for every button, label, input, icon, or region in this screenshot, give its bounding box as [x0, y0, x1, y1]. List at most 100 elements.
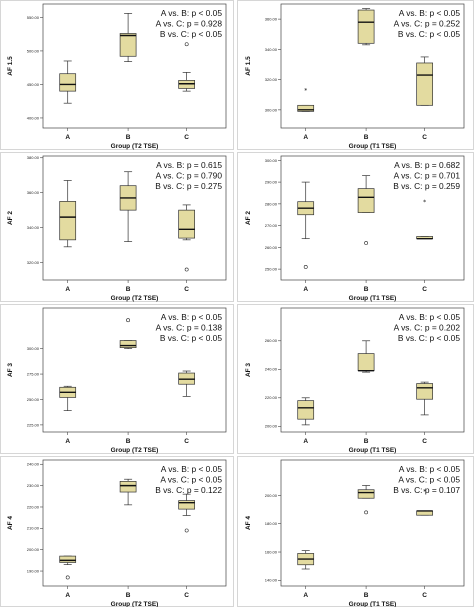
category-label-A: A: [303, 438, 308, 445]
category-label-C: C: [422, 134, 427, 141]
y-tick-label: 360.00: [265, 17, 278, 22]
category-label-B: B: [364, 286, 369, 293]
plot-area: [42, 459, 227, 587]
chart-panel-2: 300.00 320.00 340.00 360.00 AF 1.5 A B C Group (…: [237, 0, 474, 150]
box-A: [59, 60, 77, 104]
y-tick-label: 250.00: [27, 397, 40, 402]
p-value-annotation: B vs. C: p < 0.05: [398, 29, 460, 39]
box-iqr: [59, 555, 77, 563]
y-tick-label: 270.00: [265, 223, 278, 228]
box-B: [357, 8, 375, 46]
category-label-C: C: [184, 438, 189, 445]
y-tick-label: 220.00: [265, 395, 278, 400]
y-tick-label: 230.00: [27, 483, 40, 488]
y-tick-label: 225.00: [27, 422, 40, 427]
box-C: [416, 510, 434, 516]
plot-area: [280, 155, 465, 281]
y-tick-label: 275.00: [27, 371, 40, 376]
box-iqr: [59, 201, 77, 241]
p-value-annotation: B vs. C: p < 0.05: [160, 333, 222, 343]
y-tick-label: 280.00: [265, 201, 278, 206]
panel-frame: [0, 0, 234, 150]
category-label-C: C: [184, 592, 189, 599]
chart-panel-6: 200.00 220.00 240.00 260.00 AF 3 A B C Group (T1…: [237, 304, 474, 454]
p-value-annotation: A vs. C: p = 0.252: [394, 19, 461, 29]
y-tick-label: 160.00: [265, 549, 278, 554]
y-tick-label: 200.00: [27, 547, 40, 552]
outlier-circle: [364, 241, 368, 245]
y-axis-title: AF 1.5: [245, 56, 252, 76]
box-B: [119, 340, 137, 350]
y-tick-label: 200.00: [265, 493, 278, 498]
category-label-B: B: [126, 592, 131, 599]
box-iqr: [178, 500, 196, 510]
box-B: [357, 340, 375, 373]
box-iqr: [357, 489, 375, 499]
box-iqr: [178, 209, 196, 239]
y-tick-label: 550.00: [27, 15, 40, 20]
category-label-B: B: [364, 134, 369, 141]
outlier-circle: [65, 575, 70, 580]
category-label-A: A: [65, 286, 70, 293]
p-value-annotation: A vs. B: p < 0.05: [161, 312, 223, 322]
outlier-circle: [184, 528, 189, 533]
p-value-annotation: B vs. C: p < 0.05: [398, 333, 460, 343]
category-label-A: A: [303, 592, 308, 599]
box-C: [416, 236, 434, 240]
extreme-outlier-star: *: [423, 488, 426, 495]
box-B: [119, 171, 137, 242]
y-axis-title: AF 4: [245, 516, 252, 530]
y-tick-label: 240.00: [27, 462, 40, 467]
y-tick-label: 320.00: [27, 260, 40, 265]
y-axis-title: AF 2: [7, 211, 14, 225]
panel-frame: [0, 152, 234, 302]
x-axis-title: Group (T1 TSE): [349, 601, 397, 607]
p-value-annotation: A vs. C: p = 0.928: [156, 19, 223, 29]
y-tick-label: 300.00: [27, 346, 40, 351]
box-B: [357, 175, 375, 213]
y-axis-title: AF 4: [7, 516, 14, 530]
y-tick-label: 360.00: [27, 190, 40, 195]
box-C: [178, 493, 196, 516]
box-B: [357, 485, 375, 499]
outlier-circle: [364, 510, 368, 515]
y-tick-label: 320.00: [265, 77, 278, 82]
p-value-annotation: B vs. C: p = 0.122: [155, 485, 222, 495]
y-tick-label: 260.00: [265, 338, 278, 343]
box-iqr: [297, 104, 315, 112]
box-A: [59, 180, 77, 248]
y-tick-label: 210.00: [27, 526, 40, 531]
x-axis-title: Group (T1 TSE): [349, 295, 397, 302]
chart-panel-1: 400.00 450.00 500.00 550.00 AF 1.5 A B C Group (…: [0, 0, 234, 150]
y-tick-label: 400.00: [27, 115, 40, 120]
p-value-annotation: A vs. B: p < 0.05: [161, 464, 223, 474]
p-value-annotation: A vs. B: p = 0.615: [156, 160, 222, 170]
box-C: [416, 56, 434, 106]
category-label-C: C: [422, 592, 427, 599]
p-value-annotation: A vs. C: p = 0.790: [156, 171, 223, 181]
category-label-A: A: [303, 286, 308, 293]
y-tick-label: 380.00: [27, 155, 40, 160]
y-axis-title: AF 2: [245, 211, 252, 225]
category-label-B: B: [126, 438, 131, 445]
box-iqr: [357, 353, 375, 372]
y-tick-label: 240.00: [265, 367, 278, 372]
plot-area: [42, 3, 227, 129]
x-axis-title: Group (T2 TSE): [111, 601, 159, 607]
p-value-annotation: A vs. B: p < 0.05: [161, 8, 223, 18]
category-label-B: B: [126, 286, 131, 293]
p-value-annotation: B vs. C: p = 0.275: [155, 181, 222, 191]
outlier-circle: [126, 318, 130, 323]
box-A: [297, 550, 315, 570]
category-label-B: B: [364, 438, 369, 445]
p-value-annotation: B vs. C: p < 0.05: [160, 29, 222, 39]
category-label-A: A: [65, 592, 70, 599]
chart-panel-7: 190.00 200.00 210.00 220.00 230.00 240.00 AF 4…: [0, 456, 234, 607]
panel-frame: [0, 304, 234, 454]
y-tick-label: 180.00: [265, 521, 278, 526]
y-tick-label: 340.00: [27, 225, 40, 230]
box-iqr: [59, 73, 77, 92]
category-label-C: C: [422, 438, 427, 445]
outlier-circle: [184, 42, 189, 47]
